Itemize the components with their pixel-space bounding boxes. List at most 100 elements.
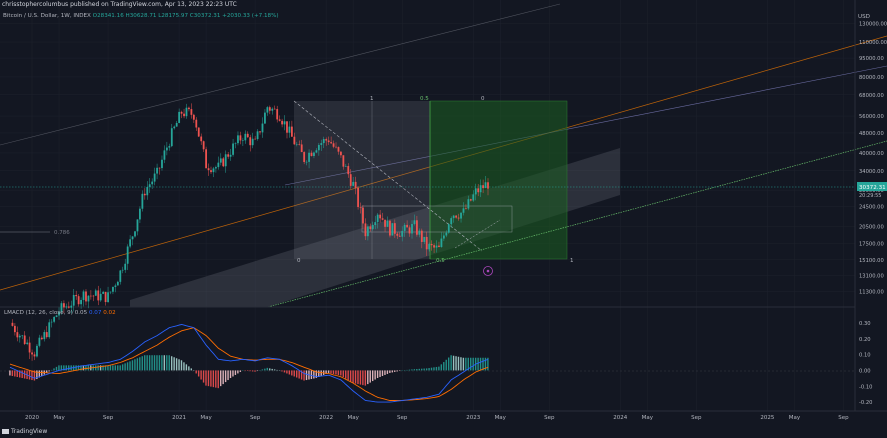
upper-channel-line bbox=[0, 3, 561, 146]
fib-label-bottom-mid: 0.5 bbox=[436, 258, 445, 264]
candle-body bbox=[18, 335, 21, 338]
candle-body bbox=[440, 238, 443, 247]
candle-body bbox=[430, 243, 433, 246]
last-price-badge bbox=[857, 182, 887, 191]
histogram-bar bbox=[166, 355, 168, 371]
candle-body bbox=[264, 112, 266, 124]
histogram-bar bbox=[158, 355, 161, 371]
candle-body bbox=[222, 158, 225, 167]
histogram-bar bbox=[443, 362, 445, 371]
histogram-bar bbox=[337, 370, 340, 375]
candle-body bbox=[352, 181, 355, 186]
candle-body bbox=[455, 215, 458, 218]
candle-body bbox=[75, 294, 78, 297]
candle-body bbox=[322, 139, 325, 144]
histogram-bar bbox=[320, 370, 322, 376]
candle-body bbox=[433, 245, 435, 248]
histogram-bar bbox=[38, 370, 41, 378]
candle-body bbox=[246, 133, 249, 138]
tradingview-logo-icon bbox=[2, 429, 9, 434]
time-tick-label: May bbox=[200, 415, 212, 421]
histogram-bar bbox=[36, 370, 38, 380]
candle-body bbox=[477, 188, 480, 193]
candle-body bbox=[393, 223, 396, 234]
candle-body bbox=[259, 131, 261, 133]
histogram-bar bbox=[180, 360, 183, 371]
price-axis[interactable]: 130000.00 110000.00 95000.00 80000.00 68000.… bbox=[859, 22, 887, 296]
histogram-bar bbox=[430, 367, 433, 371]
histogram-bar bbox=[408, 369, 411, 371]
candle-body bbox=[202, 141, 205, 150]
candle-body bbox=[413, 220, 416, 225]
price-tick-label: 68000.00 bbox=[859, 93, 884, 99]
wedge-line bbox=[454, 219, 501, 249]
candle-body bbox=[472, 194, 475, 201]
time-tick-label: May bbox=[495, 415, 507, 421]
histogram-bar bbox=[376, 370, 379, 379]
histogram-bar bbox=[237, 370, 239, 374]
histogram-bar bbox=[229, 370, 232, 379]
indicator-legend[interactable]: LMACD (12, 26, close, 9) 0.05 0.07 0.02 bbox=[4, 310, 116, 316]
histogram-bar bbox=[452, 355, 455, 371]
histogram-bar bbox=[286, 370, 288, 374]
macd-axis[interactable]: 0.30 0.20 0.10 0.00 -0.10 -0.20 bbox=[859, 321, 872, 406]
histogram-bar bbox=[335, 370, 337, 375]
candle-body bbox=[175, 122, 178, 127]
candle-body bbox=[107, 292, 109, 303]
histogram-bar bbox=[349, 370, 352, 382]
histogram-bar bbox=[364, 370, 367, 386]
histogram-bar bbox=[357, 370, 359, 385]
candle-body bbox=[50, 321, 53, 323]
candle-body bbox=[447, 224, 450, 233]
candle-body bbox=[298, 144, 301, 145]
macd-tick-label: 0.20 bbox=[859, 337, 871, 343]
histogram-bar bbox=[141, 356, 143, 371]
candle-body bbox=[408, 227, 411, 234]
histogram-bar bbox=[234, 370, 237, 375]
candle-body bbox=[283, 121, 286, 125]
histogram-bar bbox=[447, 357, 450, 371]
candle-body bbox=[374, 222, 377, 226]
time-tick-label: 2023 bbox=[466, 415, 480, 421]
histogram-bar bbox=[173, 357, 175, 371]
histogram-bar bbox=[217, 370, 219, 389]
candle-body bbox=[484, 182, 487, 189]
candle-body bbox=[185, 107, 188, 117]
candle-body bbox=[278, 119, 281, 121]
histogram-bar bbox=[369, 370, 371, 383]
histogram-bar bbox=[109, 365, 112, 371]
range-box bbox=[361, 205, 513, 233]
candle-body bbox=[31, 352, 33, 355]
candle-body bbox=[207, 168, 210, 171]
candle-body bbox=[435, 245, 438, 248]
candle-body bbox=[418, 230, 421, 235]
candle-body bbox=[261, 123, 264, 133]
price-tick-label: 110000.00 bbox=[859, 40, 887, 46]
histogram-bar bbox=[330, 370, 332, 374]
macd-tick-label: 0.30 bbox=[859, 321, 871, 327]
price-tick-label: 24500.00 bbox=[859, 205, 884, 211]
histogram-bar bbox=[183, 362, 185, 371]
histogram-bar bbox=[462, 357, 465, 371]
candle-body bbox=[23, 335, 26, 345]
histogram-bar bbox=[139, 357, 141, 371]
histogram-bar bbox=[433, 367, 435, 371]
footer-brand[interactable]: TradingView bbox=[2, 428, 47, 435]
histogram-bar bbox=[479, 357, 482, 371]
histogram-bar bbox=[28, 370, 31, 380]
candle-body bbox=[65, 306, 68, 308]
candle-body bbox=[379, 214, 382, 219]
candle-body bbox=[129, 239, 132, 247]
symbol-legend[interactable]: Bitcoin / U.S. Dollar, 1W, INDEX O28341.… bbox=[3, 13, 279, 19]
time-tick-label: Sep bbox=[691, 415, 702, 421]
candle-body bbox=[190, 109, 193, 115]
histogram-bar bbox=[222, 370, 224, 385]
alert-circle-icon[interactable] bbox=[483, 266, 493, 276]
histogram-bar bbox=[48, 370, 50, 372]
histogram-bar bbox=[102, 365, 104, 371]
time-axis[interactable]: 2020 May Sep 2021 May Sep 2022 May Sep 2023 May Sep… bbox=[25, 415, 849, 421]
histogram-bar bbox=[423, 368, 425, 371]
candle-body bbox=[217, 162, 220, 168]
time-tick-label: 2022 bbox=[319, 415, 333, 421]
